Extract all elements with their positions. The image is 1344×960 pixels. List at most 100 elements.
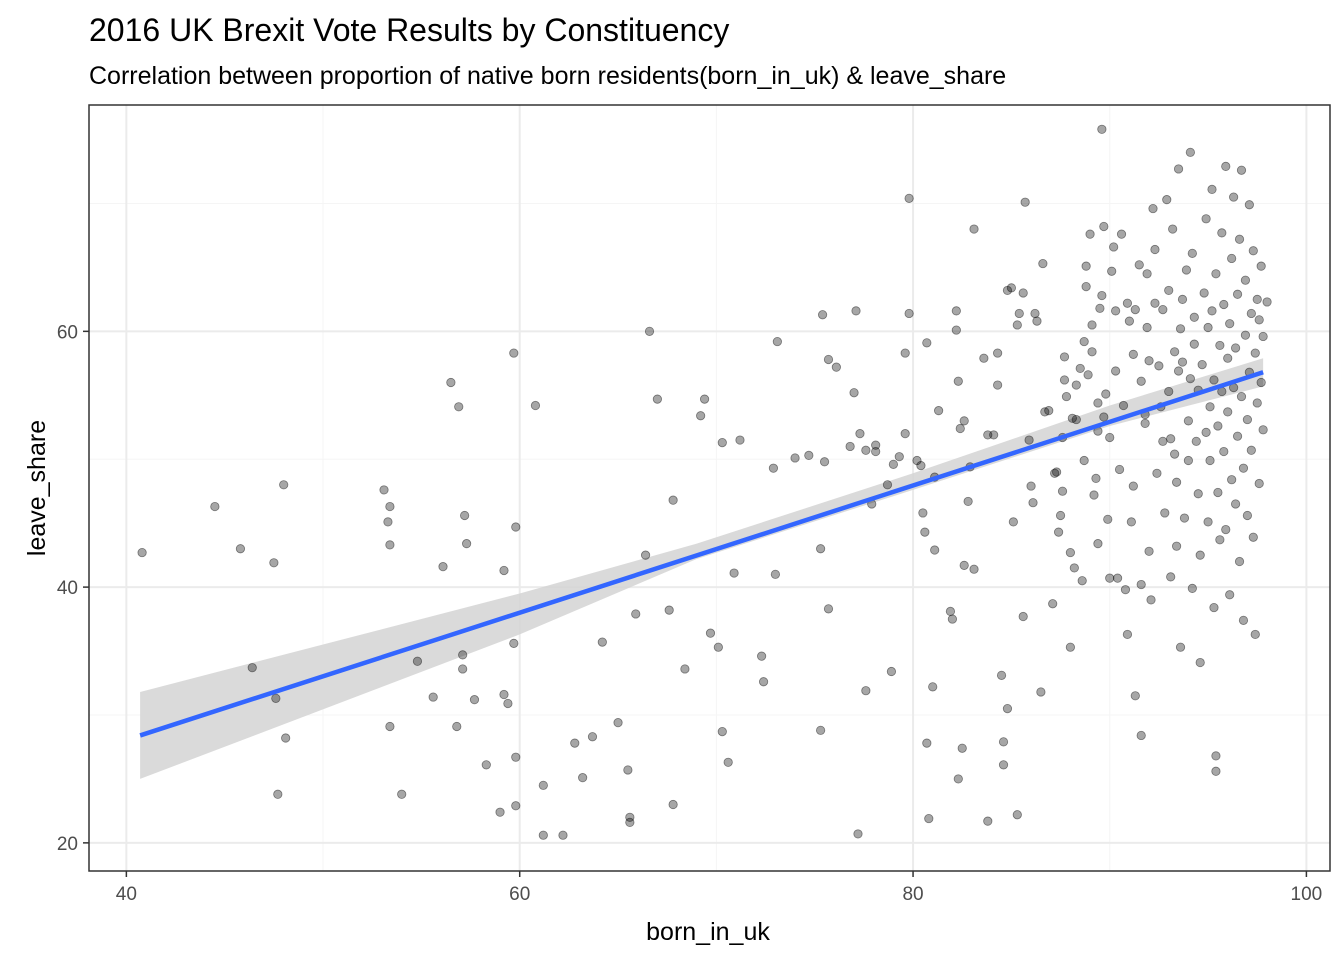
data-point: [454, 402, 464, 412]
data-point: [855, 429, 865, 439]
data-point: [530, 400, 541, 411]
data-point: [920, 527, 930, 537]
data-point: [269, 558, 279, 568]
data-point: [861, 686, 871, 696]
data-point: [538, 830, 548, 840]
data-point: [481, 760, 491, 770]
data-point: [1154, 361, 1164, 371]
chart-subtitle: Correlation between proportion of native…: [89, 62, 1006, 90]
data-point: [993, 380, 1003, 390]
data-point: [458, 664, 468, 674]
data-point: [1142, 322, 1152, 333]
data-point: [1130, 691, 1140, 701]
data-point: [989, 430, 999, 440]
data-point: [1055, 510, 1066, 521]
data-point: [1093, 398, 1103, 408]
data-point: [1150, 244, 1160, 255]
data-point: [983, 816, 993, 826]
data-point: [1114, 464, 1125, 475]
data-point: [644, 326, 655, 336]
data-point: [1026, 481, 1036, 491]
data-point: [1227, 253, 1237, 264]
data-point: [1111, 306, 1121, 316]
points: [137, 124, 1272, 840]
data-point: [757, 651, 767, 661]
data-point: [210, 501, 220, 512]
data-point: [597, 637, 607, 647]
data-point: [900, 348, 910, 358]
data-point: [957, 743, 967, 753]
data-point: [1130, 305, 1140, 315]
data-point: [1099, 412, 1109, 422]
data-point: [452, 721, 462, 732]
x-axis: 40 60 80 100: [116, 871, 1322, 905]
data-point: [993, 348, 1003, 358]
data-point: [1140, 418, 1150, 429]
data-point: [1099, 221, 1109, 232]
data-point: [823, 604, 834, 614]
data-point: [495, 807, 505, 817]
data-point: [1105, 432, 1115, 443]
data-point: [1032, 316, 1042, 326]
data-point: [1160, 508, 1170, 518]
data-point: [428, 692, 438, 702]
data-point: [1116, 229, 1127, 239]
data-point: [664, 605, 674, 615]
data-point: [1229, 192, 1239, 202]
data-point: [1170, 347, 1180, 357]
data-point: [1242, 414, 1252, 425]
data-point: [1195, 657, 1205, 668]
confidence-ribbon: [140, 358, 1264, 779]
data-point: [1024, 435, 1034, 445]
data-point: [1148, 203, 1158, 214]
data-point: [1048, 599, 1058, 609]
data-point: [631, 609, 641, 619]
data-point: [1221, 524, 1231, 535]
data-point: [1050, 468, 1060, 478]
data-point: [1170, 449, 1180, 459]
data-point: [963, 496, 973, 507]
data-point: [1118, 400, 1129, 411]
data-point: [613, 718, 623, 728]
data-point: [509, 348, 519, 358]
data-point: [871, 446, 881, 457]
data-point: [1232, 431, 1243, 441]
data-point: [1234, 234, 1245, 244]
data-point: [1207, 184, 1217, 195]
data-point: [1077, 576, 1087, 586]
data-point: [1209, 375, 1219, 385]
data-point: [1258, 425, 1268, 435]
data-point: [823, 354, 834, 365]
data-point: [1242, 510, 1252, 521]
data-point: [469, 695, 480, 705]
data-point: [1075, 363, 1085, 374]
data-point: [969, 564, 979, 574]
data-point: [1158, 305, 1168, 315]
x-tick-label: 80: [902, 884, 923, 905]
data-point: [772, 336, 782, 347]
data-point: [1201, 214, 1211, 224]
data-point: [1173, 164, 1184, 174]
data-point: [1185, 374, 1195, 384]
data-point: [1189, 339, 1199, 349]
data-point: [1166, 434, 1176, 444]
data-point: [1020, 197, 1030, 207]
grid: [89, 105, 1330, 871]
data-point: [951, 306, 961, 316]
data-point: [1124, 316, 1134, 326]
data-point: [511, 801, 521, 811]
data-point: [668, 495, 678, 505]
data-point: [1036, 687, 1046, 697]
data-point: [1008, 517, 1018, 527]
data-point: [1223, 407, 1233, 417]
data-point: [1240, 275, 1251, 285]
data-point: [1177, 294, 1188, 304]
data-point: [1095, 303, 1105, 313]
chart-title: 2016 UK Brexit Vote Results by Constitue…: [89, 12, 729, 48]
data-point: [705, 628, 716, 638]
data-point: [1091, 473, 1101, 484]
data-point: [1252, 398, 1262, 408]
data-point: [558, 830, 568, 840]
data-point: [623, 765, 633, 775]
data-point: [1081, 261, 1091, 271]
